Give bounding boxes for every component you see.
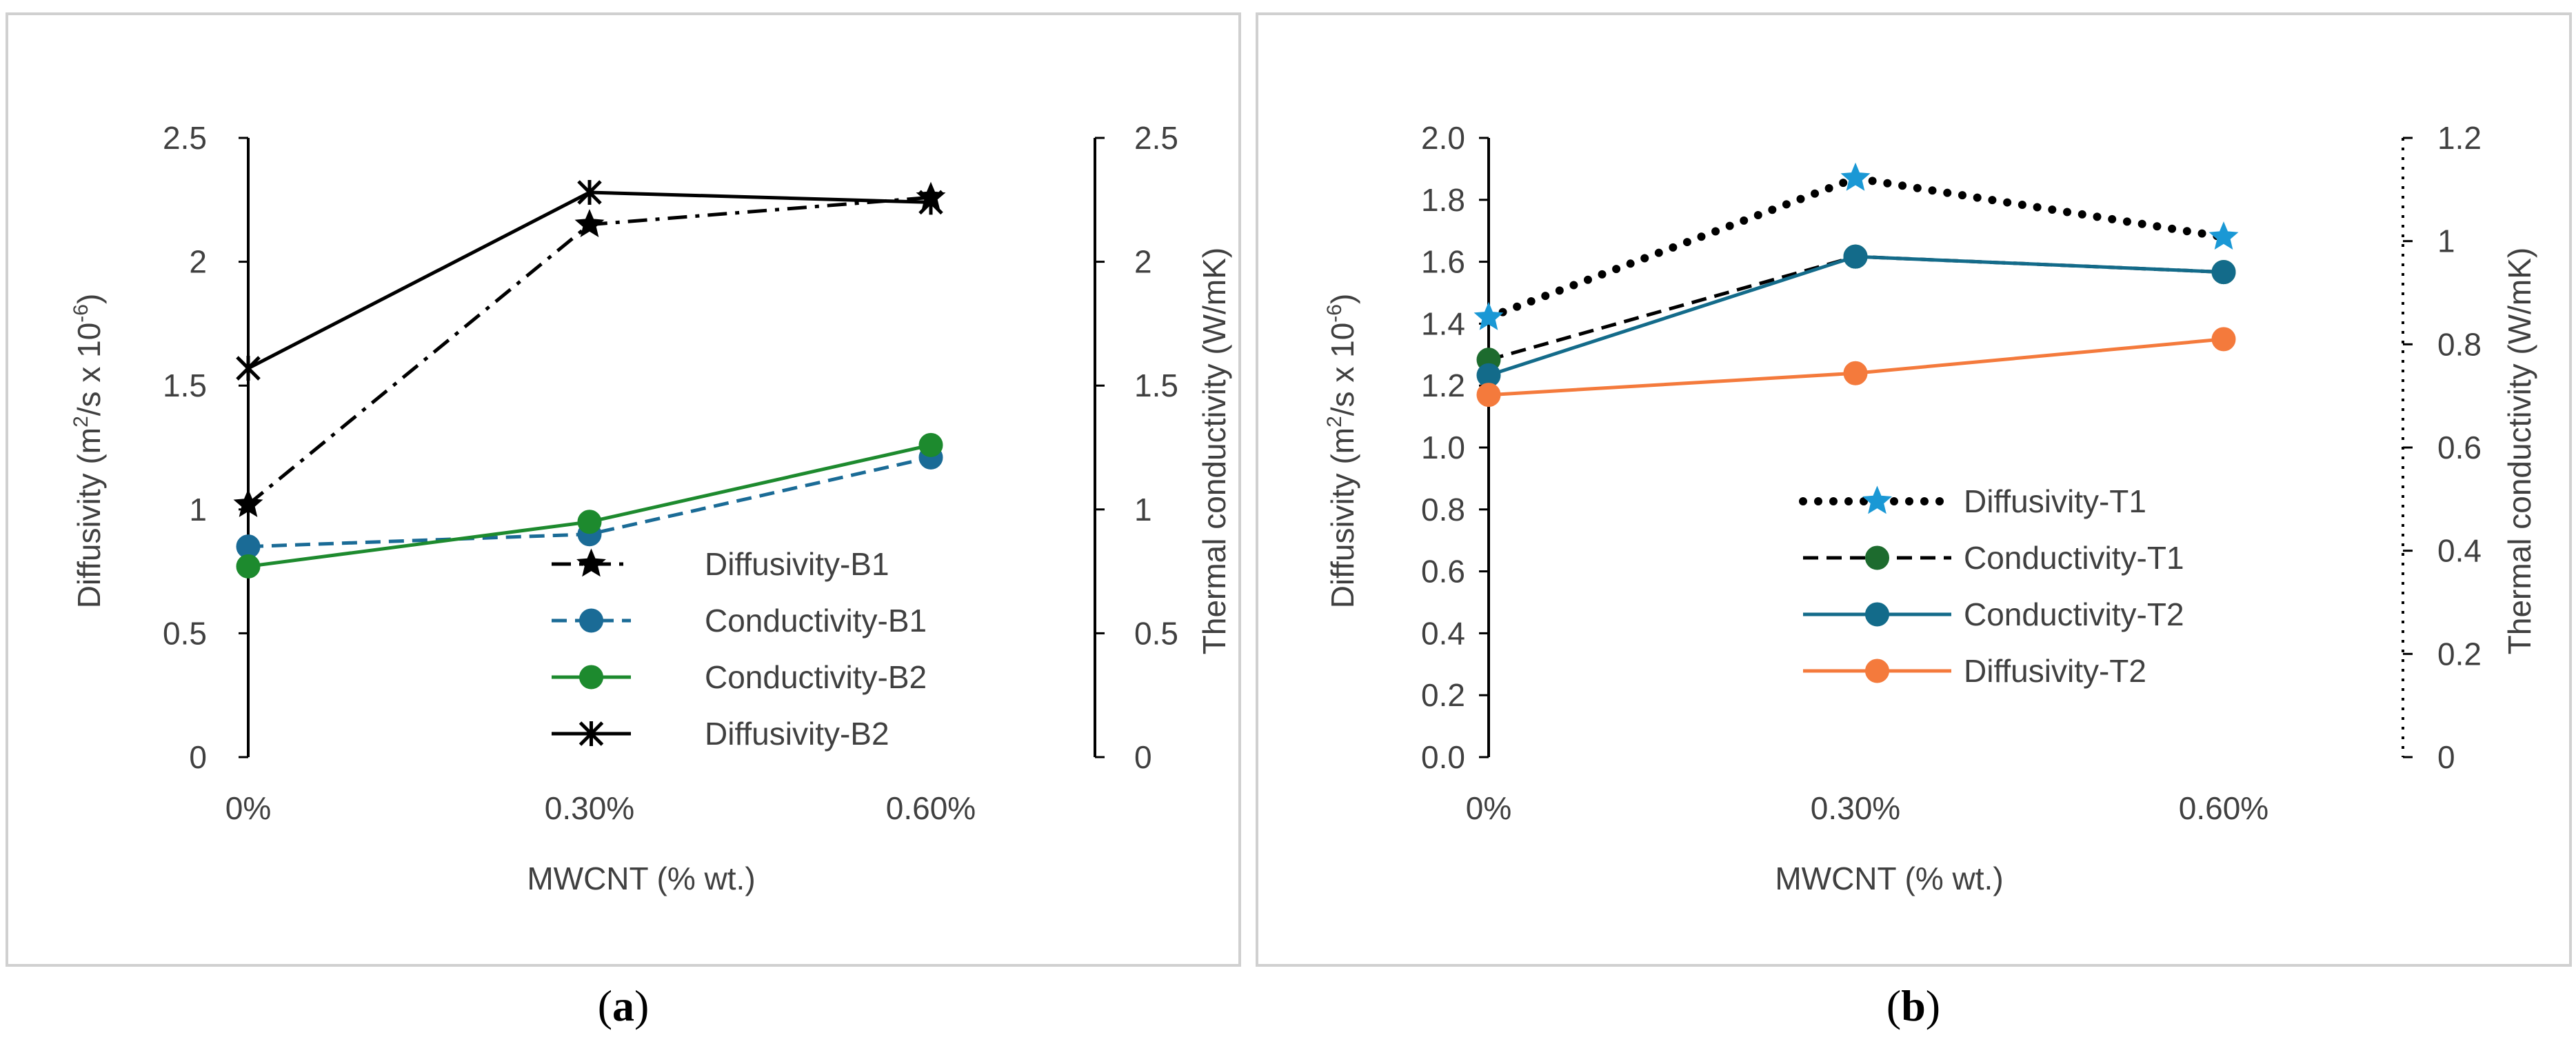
x-tick-label: 0% [225,790,271,826]
x-tick-label: 0.60% [886,790,976,826]
left-tick-label: 0.0 [1421,739,1465,775]
right-tick-label: 0.8 [2437,326,2482,362]
caption-b: (b) [1886,981,1940,1030]
left-tick-label: 0.2 [1421,677,1465,713]
legend-marker-Conductivity-T1 [1865,545,1889,570]
left-tick-label: 2.0 [1421,120,1465,156]
legend-marker-Diffusivity-B2 [578,721,604,746]
left-tick-label: 0.6 [1421,554,1465,590]
left-tick-label: 1.6 [1421,244,1465,280]
chart-b-xlabel: MWCNT (% wt.) [1775,861,2003,896]
data-point-Diffusivity-B1 [574,209,605,238]
right-tick-label: 0.4 [2437,533,2482,569]
legend-marker-Conductivity-T2 [1865,602,1889,627]
data-point-Diffusivity-B1 [233,489,263,517]
right-tick-label: 0 [1134,739,1152,775]
left-tick-label: 1.5 [163,368,207,403]
right-tick-label: 0.6 [2437,430,2482,465]
chart-b-ylabel-right: Thermal conductivity (W/mK) [2502,248,2537,654]
legend-label: Diffusivity-B2 [705,716,889,752]
right-tick-label: 0.2 [2437,636,2482,672]
left-tick-label: 1.0 [1421,430,1465,465]
legend-marker-Diffusivity-T1 [1862,485,1892,514]
chart-a-xlabel: MWCNT (% wt.) [527,861,755,896]
data-point-Diffusivity-T1 [1473,301,1504,330]
legend-label: Diffusivity-T1 [1964,483,2146,519]
left-tick-label: 1.8 [1421,182,1465,218]
data-point-Diffusivity-T2 [2211,327,2236,352]
legend-marker-Conductivity-B1 [579,608,603,633]
data-point-Diffusivity-B2 [918,190,943,215]
left-tick-label: 0.5 [163,615,207,651]
left-tick-label: 2.5 [163,120,207,156]
chart-b-ylabel-left: Diffusivity (m2/s x 10-6) [1323,294,1360,609]
data-point-Diffusivity-T1 [1840,162,1871,191]
legend-label: Conductivity-B2 [705,659,927,695]
data-point-Diffusivity-B2 [577,180,602,205]
chart-a-ylabel-right: Thermal conductivity (W/mK) [1196,248,1232,654]
data-point-Diffusivity-T1 [2208,221,2239,250]
left-tick-label: 2 [189,244,207,280]
data-point-Diffusivity-T2 [1843,361,1868,385]
legend-marker-Conductivity-B2 [579,665,603,690]
right-tick-label: 1.5 [1134,368,1178,403]
data-point-Conductivity-B2 [236,554,261,579]
right-tick-label: 0 [2437,739,2455,775]
legend-marker-Diffusivity-B1 [576,548,606,577]
panel-b-frame [1256,12,2572,967]
data-point-Diffusivity-B2 [236,356,261,381]
legend-marker-Diffusivity-T2 [1865,659,1889,683]
right-tick-label: 1.2 [2437,120,2482,156]
right-tick-label: 2 [1134,244,1152,280]
left-tick-label: 0.8 [1421,492,1465,528]
chart-b: MWCNT (% wt.) Diffusivity (m2/s x 10-6) … [1323,120,2537,896]
legend-label: Conductivity-T2 [1964,596,2184,632]
left-tick-label: 0.4 [1421,615,1465,651]
chart-a: MWCNT (% wt.) Diffusivity (m2/s x 10-6) … [70,120,1232,896]
legend-label: Diffusivity-B1 [705,546,889,582]
right-tick-label: 1 [1134,492,1152,528]
chart-a-ylabel-left: Diffusivity (m2/s x 10-6) [70,294,107,609]
x-tick-label: 0.60% [2179,790,2268,826]
left-tick-label: 0 [189,739,207,775]
data-point-Diffusivity-T2 [1476,383,1501,408]
right-tick-label: 1 [2437,223,2455,259]
right-tick-label: 2.5 [1134,120,1178,156]
x-tick-label: 0% [1466,790,1511,826]
legend-label: Conductivity-B1 [705,603,927,639]
left-tick-label: 1.2 [1421,368,1465,403]
legend-label: Diffusivity-T2 [1964,653,2146,689]
caption-a: (a) [598,981,650,1030]
left-tick-label: 1 [189,492,207,528]
left-tick-label: 1.4 [1421,305,1465,341]
data-point-Conductivity-B2 [918,432,943,457]
legend-label: Conductivity-T1 [1964,540,2184,576]
data-point-Conductivity-T2 [2211,260,2236,285]
x-tick-label: 0.30% [1811,790,1900,826]
right-tick-label: 0.5 [1134,615,1178,651]
data-point-Conductivity-T2 [1843,244,1868,269]
panel-a-frame [6,12,1241,967]
data-point-Conductivity-B2 [577,510,602,534]
x-tick-label: 0.30% [545,790,634,826]
